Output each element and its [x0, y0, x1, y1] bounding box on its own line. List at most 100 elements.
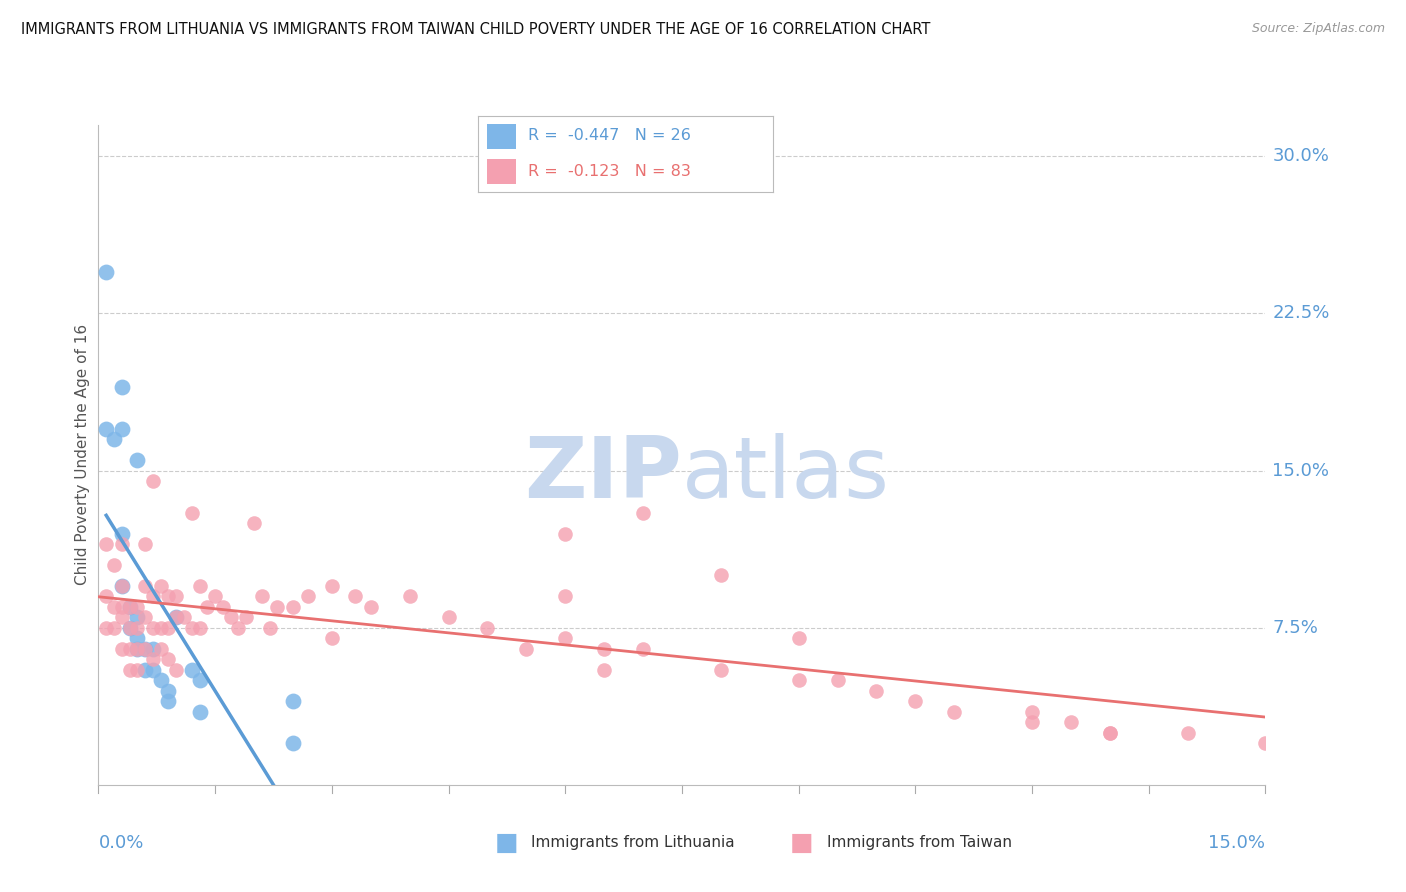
Point: [297, 590, 319, 604]
Point: [1021, 705, 1043, 719]
Point: [118, 641, 141, 656]
Point: [149, 641, 172, 656]
Point: [111, 610, 134, 624]
Point: [134, 641, 156, 656]
Point: [321, 632, 343, 646]
Text: 7.5%: 7.5%: [1272, 619, 1319, 637]
Point: [142, 641, 165, 656]
Point: [103, 599, 125, 614]
Point: [96, 621, 118, 635]
Point: [710, 663, 733, 677]
Point: [281, 694, 304, 708]
Point: [149, 579, 172, 593]
Text: ■: ■: [495, 831, 517, 855]
Text: 15.0%: 15.0%: [1272, 462, 1330, 480]
Point: [173, 610, 195, 624]
Text: Immigrants from Lithuania: Immigrants from Lithuania: [531, 836, 735, 850]
Point: [1021, 715, 1043, 730]
Point: [111, 579, 134, 593]
Y-axis label: Child Poverty Under the Age of 16: Child Poverty Under the Age of 16: [75, 325, 90, 585]
Point: [127, 632, 149, 646]
Point: [266, 599, 288, 614]
Point: [157, 652, 180, 666]
Point: [165, 590, 187, 604]
Point: [118, 621, 141, 635]
Bar: [486, 124, 516, 149]
Point: [157, 621, 180, 635]
Point: [188, 705, 211, 719]
Point: [180, 663, 202, 677]
Point: [281, 736, 304, 750]
Point: [631, 506, 654, 520]
Text: Source: ZipAtlas.com: Source: ZipAtlas.com: [1251, 22, 1385, 36]
Point: [96, 537, 118, 551]
Point: [865, 683, 887, 698]
Point: [157, 683, 180, 698]
Point: [180, 506, 202, 520]
Point: [96, 264, 118, 278]
Point: [554, 526, 576, 541]
Point: [165, 610, 187, 624]
Point: [398, 590, 420, 604]
Point: [212, 599, 235, 614]
Point: [631, 641, 654, 656]
Point: [127, 641, 149, 656]
Point: [111, 641, 134, 656]
Text: IMMIGRANTS FROM LITHUANIA VS IMMIGRANTS FROM TAIWAN CHILD POVERTY UNDER THE AGE : IMMIGRANTS FROM LITHUANIA VS IMMIGRANTS …: [21, 22, 931, 37]
Point: [103, 432, 125, 446]
Point: [515, 641, 537, 656]
Point: [111, 579, 134, 593]
Point: [127, 453, 149, 467]
Point: [142, 474, 165, 488]
Point: [188, 673, 211, 688]
Point: [827, 673, 849, 688]
Point: [259, 621, 281, 635]
Point: [235, 610, 257, 624]
Point: [118, 663, 141, 677]
Point: [118, 599, 141, 614]
Point: [593, 641, 616, 656]
Point: [195, 599, 218, 614]
Point: [111, 599, 134, 614]
Text: R =  -0.123   N = 83: R = -0.123 N = 83: [529, 164, 692, 178]
Point: [904, 694, 927, 708]
Text: ■: ■: [790, 831, 813, 855]
Point: [142, 652, 165, 666]
Point: [127, 641, 149, 656]
Point: [142, 621, 165, 635]
Point: [127, 610, 149, 624]
Point: [281, 599, 304, 614]
Point: [943, 705, 966, 719]
Point: [142, 663, 165, 677]
Point: [250, 590, 273, 604]
Point: [228, 621, 250, 635]
Point: [103, 558, 125, 572]
Point: [134, 579, 156, 593]
Point: [204, 590, 226, 604]
Point: [118, 621, 141, 635]
Point: [134, 537, 156, 551]
Point: [96, 422, 118, 436]
Text: Immigrants from Taiwan: Immigrants from Taiwan: [827, 836, 1012, 850]
Point: [321, 579, 343, 593]
Point: [1254, 736, 1277, 750]
Text: 0.0%: 0.0%: [98, 834, 143, 852]
Point: [593, 663, 616, 677]
Point: [219, 610, 242, 624]
Point: [1098, 725, 1121, 739]
Point: [111, 380, 134, 394]
Bar: [486, 159, 516, 185]
Point: [437, 610, 460, 624]
Point: [103, 621, 125, 635]
Point: [111, 537, 134, 551]
Point: [1098, 725, 1121, 739]
Point: [243, 516, 266, 530]
Point: [149, 673, 172, 688]
Point: [111, 526, 134, 541]
Point: [787, 673, 810, 688]
Point: [134, 663, 156, 677]
Point: [127, 621, 149, 635]
Point: [165, 610, 187, 624]
Point: [787, 632, 810, 646]
Point: [142, 590, 165, 604]
